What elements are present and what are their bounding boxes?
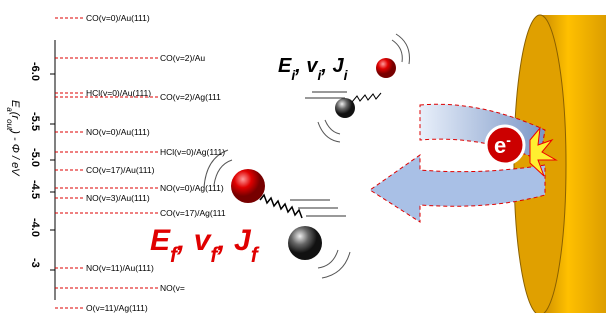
level-label: CO(v=17)/Ag(111 [160,208,226,218]
level-label: NO(v=3)/Au(111) [86,193,150,203]
level-label: HCl(v=0)/Ag(111) [160,147,225,157]
symbol: E [278,55,292,77]
level-label: NO(v=0)/Au(111) [86,127,150,137]
y-tick-label: -6.0 [29,62,41,81]
level-label: CO(v=2)/Au [160,53,205,63]
y-tick-label: -5.0 [29,148,41,167]
y-tick-label: -4.5 [29,180,41,199]
electron-symbol: e [494,133,506,158]
level-label: CO(v=2)/Ag(111 [160,92,221,102]
level-label: CO(v=17)/Au(111) [86,165,155,175]
y-tick-label: -3 [29,258,41,268]
figure: Ea(rout) - Φ / eV -6.0 -5.5 -5.0 -4.5 -4.0 -3 C… [0,0,606,313]
axis-label-part: out [6,119,15,131]
symbol: E [150,224,171,257]
level-label: NO(v= [160,283,185,293]
separator: , [216,224,234,257]
incoming-label: Ei, vi, Ji [278,55,349,83]
axis-label-part: ) - Φ / eV [9,128,21,177]
y-tick-label: -4.0 [29,218,41,237]
level-label: NO(v=11)/Au(111) [86,263,154,273]
small-molecule [305,34,409,142]
large-molecule [204,150,350,278]
axis-label: Ea(rout) - Φ / eV [6,100,22,177]
subscript: f [251,244,260,267]
electron-charge: - [506,132,511,148]
symbol: J [234,224,252,257]
separator: , [294,55,306,77]
level-label: O(v=11)/Ag(111) [86,303,148,313]
subscript: i [344,67,349,83]
electrode [514,15,606,313]
separator: , [176,224,194,257]
outgoing-label: Ef, vf, Jf [150,224,260,267]
separator: , [320,55,332,77]
y-tick-label: -5.5 [29,112,41,131]
level-label: CO(v=0)/Au(111) [86,13,150,23]
level-label: NO(v=0)/Ag(111) [160,183,224,193]
